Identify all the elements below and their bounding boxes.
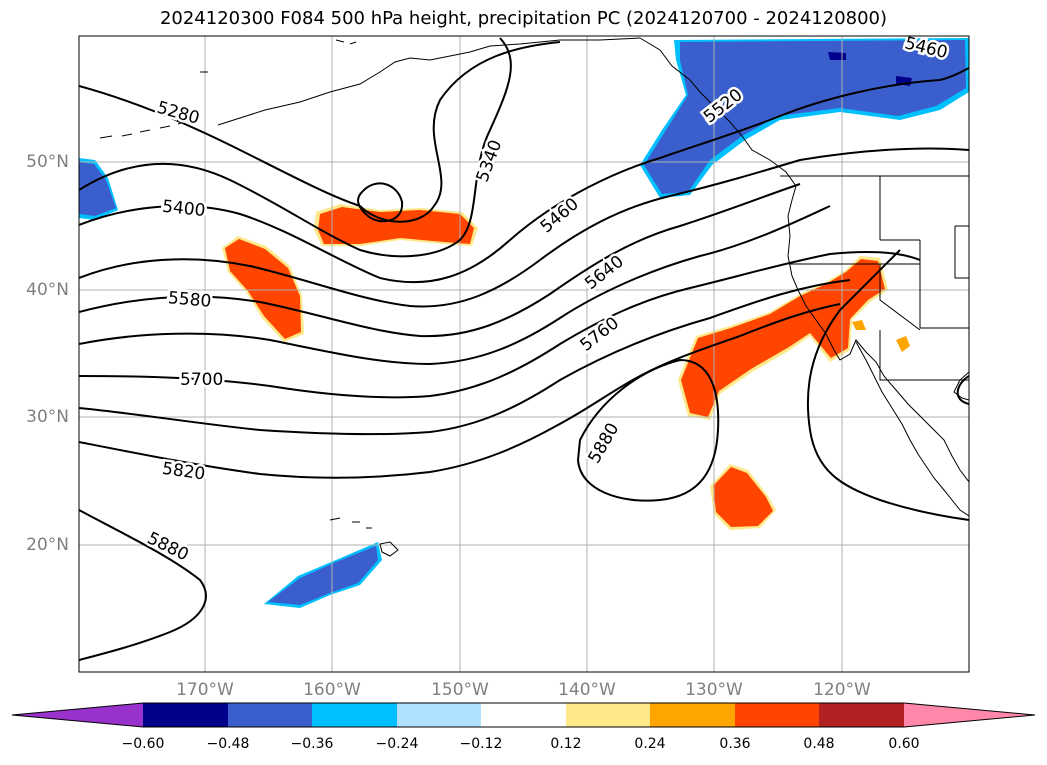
contour-line — [79, 183, 801, 338]
contour-label: 5760 — [577, 313, 623, 355]
lon-label-120w: 120°W — [813, 680, 871, 700]
negative-precip-region — [79, 162, 116, 216]
colorbar-tick-label: 0.60 — [888, 736, 920, 752]
contour-label: 5880 — [584, 420, 623, 467]
lon-label-130w: 130°W — [685, 680, 743, 700]
height-contours — [79, 37, 969, 661]
colorbar-segment — [735, 703, 819, 727]
contour-line — [79, 67, 969, 284]
graticule — [79, 36, 969, 672]
colorbar-outline — [11, 702, 1036, 728]
colorbar-tick-label: −0.36 — [290, 736, 334, 752]
lat-label-30n: 30°N — [26, 407, 69, 427]
colorbar-tick-label: 0.24 — [634, 736, 666, 752]
map-frame — [78, 35, 970, 673]
lat-label-20n: 20°N — [26, 535, 69, 555]
colorbar-segment — [228, 703, 312, 727]
lon-label-170w: 170°W — [176, 680, 234, 700]
colorbar-segment — [312, 703, 397, 727]
contour-line — [79, 303, 841, 479]
lon-label-150w: 150°W — [431, 680, 489, 700]
coastline-mexico — [953, 371, 969, 401]
positive-precip-region — [713, 467, 773, 527]
contour-line — [79, 41, 561, 223]
colorbar-segment — [650, 703, 735, 727]
contour-label: 5460 — [537, 194, 583, 237]
contour-line — [79, 147, 969, 308]
contour-line — [806, 249, 969, 521]
lat-label-40n: 40°N — [26, 280, 69, 300]
contour-line — [357, 182, 404, 223]
colorbar — [11, 702, 1036, 728]
contour-line — [79, 37, 512, 258]
contour-label: 5340 — [473, 137, 507, 184]
map-title: 2024120300 F084 500 hPa height, precipit… — [159, 8, 888, 29]
contour-label: 5880 — [144, 528, 192, 565]
lon-label-140w: 140°W — [558, 680, 616, 700]
colorbar-segment — [819, 703, 904, 727]
colorbar-tick-label: −0.24 — [375, 736, 419, 752]
negative-precip-region — [828, 52, 912, 86]
positive-precip-region — [318, 207, 474, 244]
contour-line — [576, 358, 720, 502]
contour-line — [79, 205, 831, 366]
colorbar-segment — [566, 703, 650, 727]
colorbar-tick-label: 0.36 — [719, 736, 751, 752]
coastlines — [99, 37, 969, 557]
contour-label: 5820 — [161, 459, 207, 485]
coastline-hawaii — [329, 517, 399, 557]
positive-precip-region — [681, 259, 885, 417]
colorbar-segment — [481, 703, 566, 727]
contour-line — [79, 509, 207, 661]
colorbar-tick-label: 0.12 — [550, 736, 582, 752]
contour-line — [79, 279, 851, 436]
contour-line — [956, 375, 969, 405]
lon-label-160w: 160°W — [303, 680, 361, 700]
political-borders — [780, 175, 969, 381]
coastline-alaska-islands — [99, 39, 357, 139]
negative-precip-regions — [79, 38, 969, 608]
colorbar-segment — [397, 703, 481, 727]
coastline-alaska — [217, 37, 641, 126]
coastline-north-america-west — [639, 37, 969, 483]
colorbar-tick-label: 0.48 — [803, 736, 835, 752]
contour-label: 5400 — [161, 197, 206, 221]
border-state-lines — [790, 176, 969, 381]
map-plot-area: 5280 5340 5400 5460 5520 5460 5580 5640 … — [79, 36, 969, 672]
colorbar-extend-low — [12, 703, 143, 727]
positive-precip-region — [852, 320, 910, 352]
positive-precip-region — [225, 239, 301, 339]
lat-label-50n: 50°N — [26, 152, 69, 172]
contour-line — [79, 251, 921, 399]
colorbar-tick-label: −0.60 — [121, 736, 165, 752]
colorbar-tick-label: −0.12 — [459, 736, 503, 752]
colorbar-tick-label: −0.48 — [206, 736, 250, 752]
contour-label: 5700 — [180, 370, 223, 390]
negative-precip-region — [268, 546, 378, 605]
contour-label: 5580 — [167, 288, 212, 312]
negative-precip-region — [644, 40, 966, 194]
coastline-baja — [855, 341, 969, 517]
colorbar-extend-high — [904, 703, 1035, 727]
colorbar-segment — [143, 703, 228, 727]
